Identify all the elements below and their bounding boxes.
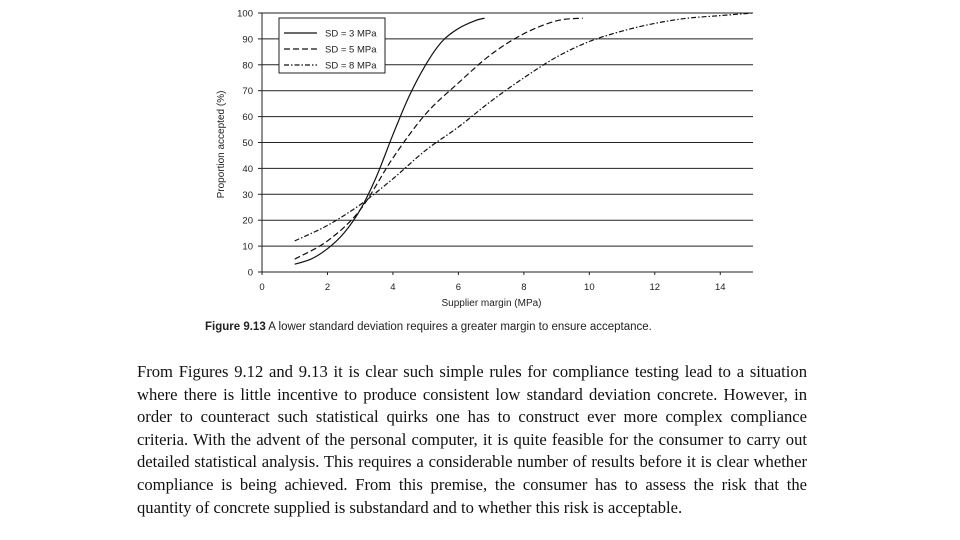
body-paragraph: From Figures 9.12 and 9.13 it is clear s… [137, 362, 807, 517]
series-line-3 [294, 12, 754, 242]
x-tick-label: 2 [325, 282, 330, 293]
y-tick-label: 60 [242, 112, 253, 123]
legend-entry: SD = 5 MPa [325, 45, 377, 56]
y-tick-label: 10 [242, 242, 253, 253]
x-axis-label: Supplier margin (MPa) [441, 298, 541, 309]
figure-caption-text: A lower standard deviation requires a gr… [265, 321, 652, 333]
x-tick-label: 10 [584, 282, 595, 293]
y-tick-label: 0 [248, 268, 253, 279]
y-tick-label: 40 [242, 164, 253, 175]
acceptance-chart: 0 10 20 30 40 50 60 70 80 90 100 0 2 4 6 8 10 12 14 Supplie… [216, 9, 754, 309]
figure-caption: Figure 9.13 A lower standard deviation r… [205, 321, 805, 333]
y-tick-label: 100 [237, 9, 253, 20]
x-tick-label: 4 [390, 282, 395, 293]
figure-label: Figure 9.13 [205, 321, 266, 333]
legend-box [278, 17, 386, 74]
series-line-2 [294, 17, 583, 260]
y-tick-label: 80 [242, 60, 253, 71]
x-tick-label: 8 [521, 282, 526, 293]
y-tick-label: 30 [242, 190, 253, 201]
legend-entry: SD = 3 MPa [325, 29, 377, 40]
y-tick-label: 20 [242, 216, 253, 227]
x-tick-label: 6 [456, 282, 461, 293]
x-tick-label: 12 [650, 282, 661, 293]
series-line-1 [294, 17, 485, 265]
y-tick-label: 70 [242, 86, 253, 97]
x-tick-label: 0 [259, 282, 264, 293]
y-axis-label: Proportion accepted (%) [216, 91, 227, 199]
y-tick-label: 50 [242, 138, 253, 149]
x-tick-label: 14 [715, 282, 726, 293]
y-tick-label: 90 [242, 34, 253, 45]
legend-entry: SD = 8 MPa [325, 61, 377, 72]
